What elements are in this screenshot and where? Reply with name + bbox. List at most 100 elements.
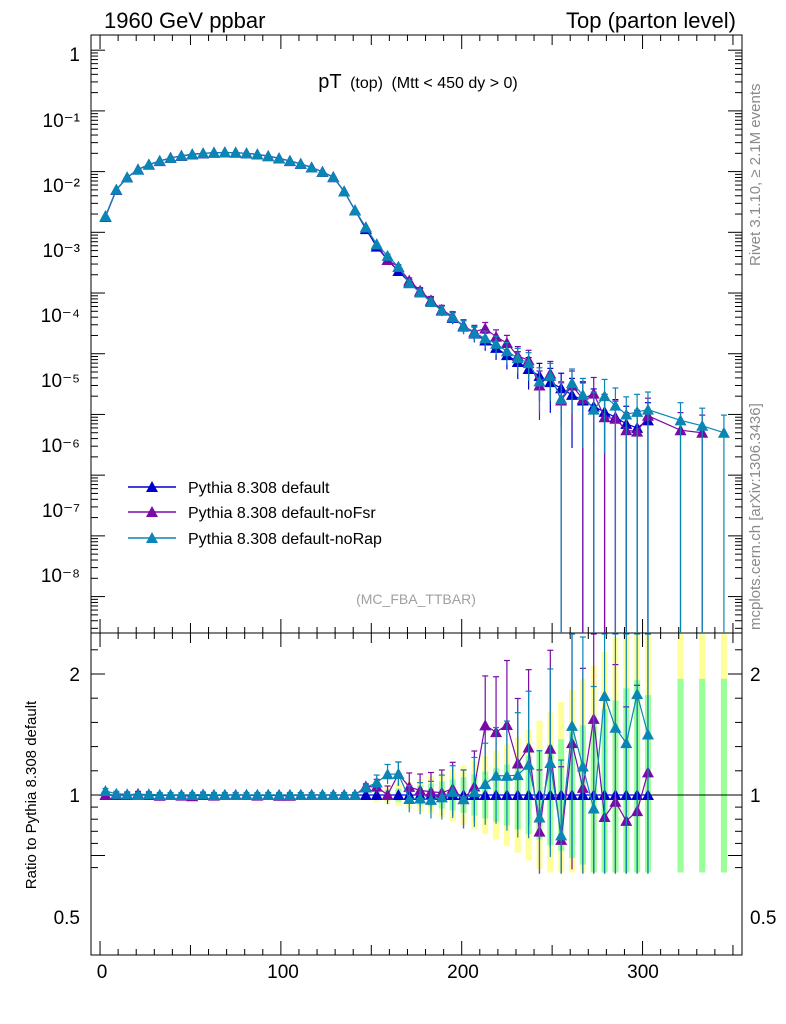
legend-marker-nofsr — [146, 506, 158, 517]
ratio-point — [262, 789, 275, 800]
x-tick-label: 200 — [447, 962, 479, 983]
ratio-point — [609, 721, 622, 733]
legend-marker-default — [146, 481, 158, 492]
ratio-band-inner — [720, 678, 727, 873]
data-point — [500, 345, 513, 357]
y-tick-label: 10⁻¹ — [43, 111, 81, 132]
data-point — [359, 221, 372, 233]
ratio-point — [555, 829, 568, 841]
ratio-point — [620, 737, 633, 749]
data-point — [262, 150, 275, 162]
legend-label-nofsr: Pythia 8.308 default-noFsr — [188, 505, 376, 522]
ratio-point — [283, 789, 296, 800]
data-point — [717, 426, 730, 438]
data-point — [598, 390, 611, 402]
ratio-point — [511, 769, 524, 781]
legend: Pythia 8.308 default Pythia 8.308 defaul… — [128, 480, 382, 548]
ratio-tick-label-right: 2 — [750, 665, 761, 686]
y-tick-label: 10⁻⁵ — [41, 371, 80, 392]
ratio-point — [414, 792, 427, 804]
ratio-point — [403, 793, 416, 805]
y-tick-label: 10⁻⁷ — [42, 501, 80, 522]
data-point — [392, 260, 405, 272]
data-point — [631, 405, 644, 417]
ratio-tick-label-right: 0.5 — [750, 908, 776, 929]
mcplots-label: mcplots.cern.ch [arXiv:1306.3436] — [747, 403, 764, 630]
data-point — [251, 148, 264, 160]
ratio-point — [207, 789, 220, 800]
ratio-point — [544, 756, 557, 768]
data-point — [522, 357, 535, 369]
series-line — [104, 151, 725, 434]
data-point — [121, 171, 134, 183]
data-point — [555, 392, 568, 404]
data-point — [273, 152, 286, 164]
data-point — [316, 165, 329, 177]
data-point — [197, 147, 210, 159]
data-point — [468, 326, 481, 338]
ratio-point — [305, 789, 318, 800]
data-point — [349, 204, 362, 216]
ratio-tick-label: 2 — [69, 665, 80, 686]
ratio-band-inner — [677, 678, 684, 873]
ratio-point — [197, 788, 210, 800]
data-point — [370, 238, 383, 250]
ratio-point — [132, 789, 145, 800]
data-point — [283, 154, 296, 166]
data-point — [381, 249, 394, 261]
data-point — [479, 332, 492, 344]
ratio-point — [566, 719, 579, 731]
plot-marks — [90, 34, 743, 956]
legend-marker-norap — [146, 532, 158, 543]
ratio-point — [598, 690, 611, 701]
ratio-tick-label-right: 1 — [750, 786, 761, 807]
ratio-point — [294, 789, 307, 800]
data-point — [305, 161, 318, 173]
legend-label-norap: Pythia 8.308 default-noRap — [188, 531, 382, 548]
ratio-point — [175, 789, 188, 800]
data-point — [696, 419, 709, 431]
data-point — [490, 337, 503, 349]
ratio-y-label: Ratio to Pythia 8.308 default — [23, 700, 40, 889]
x-tick-labels: 0 100 200 300 — [97, 962, 659, 983]
legend-item-default: Pythia 8.308 default — [128, 480, 330, 497]
ratio-point — [153, 789, 166, 800]
ratio-point — [522, 758, 535, 770]
data-point — [576, 388, 589, 400]
data-point — [327, 171, 340, 183]
ratio-point — [142, 788, 155, 800]
data-point — [641, 403, 654, 415]
ratio-point — [533, 811, 546, 823]
ratio-point — [631, 688, 644, 700]
series-line — [104, 151, 703, 434]
data-point — [240, 147, 253, 159]
ratio-point — [381, 768, 394, 780]
ratio-point — [338, 789, 351, 800]
data-point — [338, 185, 351, 197]
data-point — [435, 304, 448, 316]
ratio-point — [500, 769, 513, 781]
legend-label-default: Pythia 8.308 default — [188, 480, 330, 497]
data-point — [207, 146, 220, 158]
data-point — [229, 146, 242, 158]
ratio-tick-label: 0.5 — [54, 908, 80, 929]
data-point — [142, 158, 155, 170]
ratio-point — [479, 778, 492, 789]
x-tick-label: 0 — [97, 962, 108, 983]
y-tick-label: 10⁻⁴ — [41, 306, 80, 327]
ratio-point — [359, 789, 372, 800]
data-point — [164, 151, 177, 163]
ratio-point — [370, 776, 383, 788]
ratio-point — [641, 728, 654, 740]
data-point — [132, 163, 145, 175]
ratio-point — [424, 793, 437, 805]
ratio-point — [370, 789, 383, 800]
data-point — [424, 296, 437, 308]
ratio-line — [105, 694, 649, 836]
ratio-point — [186, 789, 199, 800]
data-point — [110, 183, 123, 195]
ratio-point — [349, 789, 362, 800]
ratio-point — [587, 802, 600, 814]
ratio-point — [316, 789, 329, 800]
